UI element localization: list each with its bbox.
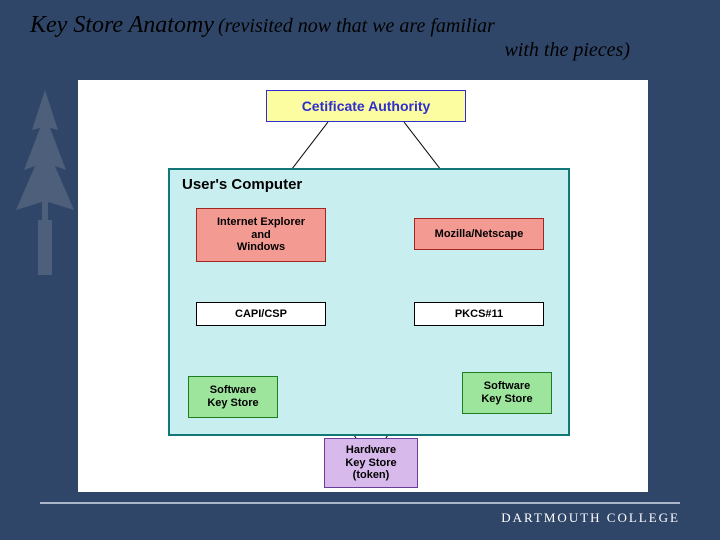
node-label-line: Software xyxy=(210,384,256,397)
title-sub1: (revisited now that we are familiar xyxy=(218,15,495,37)
node-label-line: and xyxy=(251,229,271,242)
node-ca: Cetificate Authority xyxy=(266,90,466,122)
node-sks1: SoftwareKey Store xyxy=(188,376,278,418)
node-label-line: PKCS#11 xyxy=(455,308,503,321)
node-pkcs: PKCS#11 xyxy=(414,302,544,326)
diagram-canvas: User's Computer Cetificate Authority Inte… xyxy=(78,80,648,492)
footer-divider xyxy=(40,502,680,504)
node-label-line: Windows xyxy=(237,241,285,254)
node-label-line: Mozilla/Netscape xyxy=(435,228,524,241)
node-moz: Mozilla/Netscape xyxy=(414,218,544,250)
node-label-line: Key Store xyxy=(207,397,258,410)
node-label-line: (token) xyxy=(353,469,390,482)
node-label-line: Software xyxy=(484,380,530,393)
node-capi: CAPI/CSP xyxy=(196,302,326,326)
node-label-line: Internet Explorer xyxy=(217,216,305,229)
slide-title: Key Store Anatomy (revisited now that we… xyxy=(30,12,690,62)
node-sks2: SoftwareKey Store xyxy=(462,372,552,414)
node-label-line: Hardware xyxy=(346,444,396,457)
node-hks: HardwareKey Store(token) xyxy=(324,438,418,488)
node-label-line: CAPI/CSP xyxy=(235,308,287,321)
title-sub2: with the pieces) xyxy=(30,39,630,62)
user-computer-label: User's Computer xyxy=(182,176,302,193)
node-ie: Internet ExplorerandWindows xyxy=(196,208,326,262)
node-label-line: Key Store xyxy=(345,457,396,470)
node-label-line: Cetificate Authority xyxy=(302,98,431,114)
node-label-line: Key Store xyxy=(481,393,532,406)
footer-logo: DARTMOUTH COLLEGE xyxy=(501,510,680,526)
title-main: Key Store Anatomy xyxy=(30,12,214,38)
